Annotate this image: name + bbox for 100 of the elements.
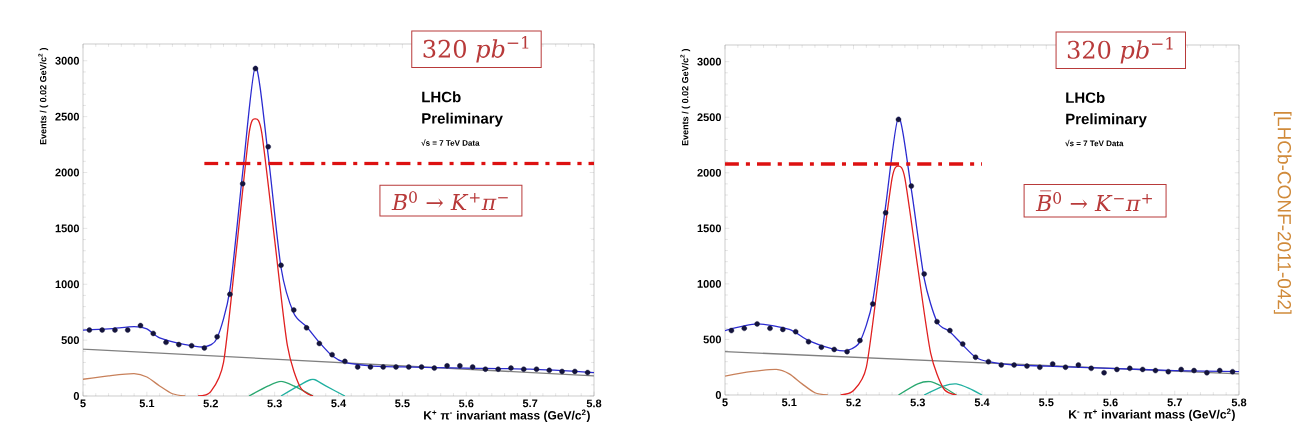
x-tick-label: 5.4 <box>974 398 990 407</box>
point <box>1037 364 1043 370</box>
point <box>805 338 812 345</box>
line-series <box>897 380 957 395</box>
y-tick-label: 500 <box>61 336 80 345</box>
annotation: B$^{0}$ → K$^{+}$π$^{−}$ <box>391 191 508 211</box>
y-axis-title: Events / ( 0.02 GeV/c$^{2}$ ) <box>38 47 49 145</box>
y-tick-label: 2000 <box>55 168 80 177</box>
y-tick-label: 2500 <box>697 113 722 122</box>
point <box>934 318 940 325</box>
x-axis-title: K$^{-}$ π$^{+}$ invariant mass (GeV/c$^{2}$) <box>1069 408 1235 421</box>
annotation: 320 pb$^{−1}$ <box>423 36 529 63</box>
x-tick-label: 5.6 <box>1103 398 1118 407</box>
point <box>342 358 348 365</box>
annotation: Preliminary <box>1066 113 1147 128</box>
y-tick-label: 1500 <box>55 224 80 233</box>
y-tick-label: 2000 <box>697 168 722 177</box>
point <box>1191 367 1197 374</box>
x-tick-label: 5.2 <box>846 398 861 407</box>
point <box>406 364 412 370</box>
point <box>457 363 463 369</box>
point <box>870 301 876 307</box>
x-tick-label: 5 <box>80 399 86 408</box>
point <box>754 321 760 327</box>
point <box>214 334 220 340</box>
point <box>1049 361 1056 367</box>
y-tick-label: 500 <box>703 335 722 344</box>
x-tick-label: 5.5 <box>1038 398 1054 407</box>
point <box>176 341 182 348</box>
point <box>584 369 591 376</box>
x-axis-title: K$^{+}$ π$^{-}$ invariant mass (GeV/c$^{2}$) <box>424 409 590 422</box>
point <box>741 325 747 332</box>
point <box>998 362 1004 368</box>
point <box>792 328 799 335</box>
point <box>125 327 131 333</box>
text: [LHCb-CONF-2011-042] <box>1273 112 1292 314</box>
point <box>780 326 786 333</box>
x-tick-label: 5.6 <box>458 399 474 408</box>
point <box>201 345 208 351</box>
point <box>482 366 489 372</box>
point <box>572 368 578 375</box>
y-tick-label: 2500 <box>55 112 80 121</box>
point <box>521 366 527 372</box>
line-series <box>923 383 983 395</box>
point <box>882 210 889 216</box>
line-series <box>197 118 314 396</box>
point <box>99 327 105 333</box>
point <box>1165 368 1172 375</box>
point <box>972 354 979 360</box>
line-series <box>83 373 186 396</box>
annotation: Preliminary <box>422 112 503 127</box>
point <box>469 364 476 370</box>
point <box>1114 366 1120 373</box>
point <box>380 364 386 370</box>
line-series <box>280 378 346 396</box>
point <box>1152 367 1159 374</box>
point <box>393 364 399 370</box>
point <box>1101 370 1107 376</box>
point <box>1178 366 1184 373</box>
point <box>239 180 246 187</box>
annotation: √s = 7 TeV Data <box>421 139 480 146</box>
x-tick-label: 5.7 <box>522 399 538 408</box>
point <box>137 322 144 329</box>
point <box>895 116 902 123</box>
point <box>112 327 118 333</box>
point <box>291 307 297 313</box>
x-tick-label: 5.1 <box>139 399 155 408</box>
y-axis-title: Events / ( 0.02 GeV/c$^{2}$ ) <box>680 48 691 146</box>
point <box>818 344 825 350</box>
point <box>444 363 450 369</box>
x-tick-label: 5.8 <box>586 399 602 408</box>
x-tick-label: 5.7 <box>1167 398 1182 407</box>
point <box>354 364 361 370</box>
y-tick-label: 1000 <box>697 280 722 288</box>
point <box>227 291 233 298</box>
point <box>1088 365 1094 372</box>
point <box>1024 363 1030 369</box>
point <box>252 65 259 72</box>
point <box>163 339 169 346</box>
y-tick-label: 3000 <box>697 57 722 66</box>
point <box>857 337 863 344</box>
point <box>188 343 195 349</box>
x-tick-label: 5.3 <box>910 398 926 407</box>
x-tick-label: 5.5 <box>395 399 410 408</box>
point <box>367 364 374 370</box>
point <box>947 327 953 334</box>
point <box>86 327 93 333</box>
x-tick-label: 5.4 <box>331 399 347 408</box>
point <box>533 366 540 372</box>
x-tick-label: 5 <box>722 398 728 407</box>
point <box>767 325 773 332</box>
x-tick-label: 5.1 <box>781 398 797 407</box>
line-series <box>725 368 829 395</box>
point <box>546 367 552 373</box>
point <box>908 183 915 189</box>
y-tick-label: 0 <box>715 391 722 399</box>
point <box>985 358 992 365</box>
point <box>303 325 310 331</box>
x-tick-label: 5.2 <box>203 399 218 408</box>
y-tick-label: 3000 <box>55 56 80 65</box>
